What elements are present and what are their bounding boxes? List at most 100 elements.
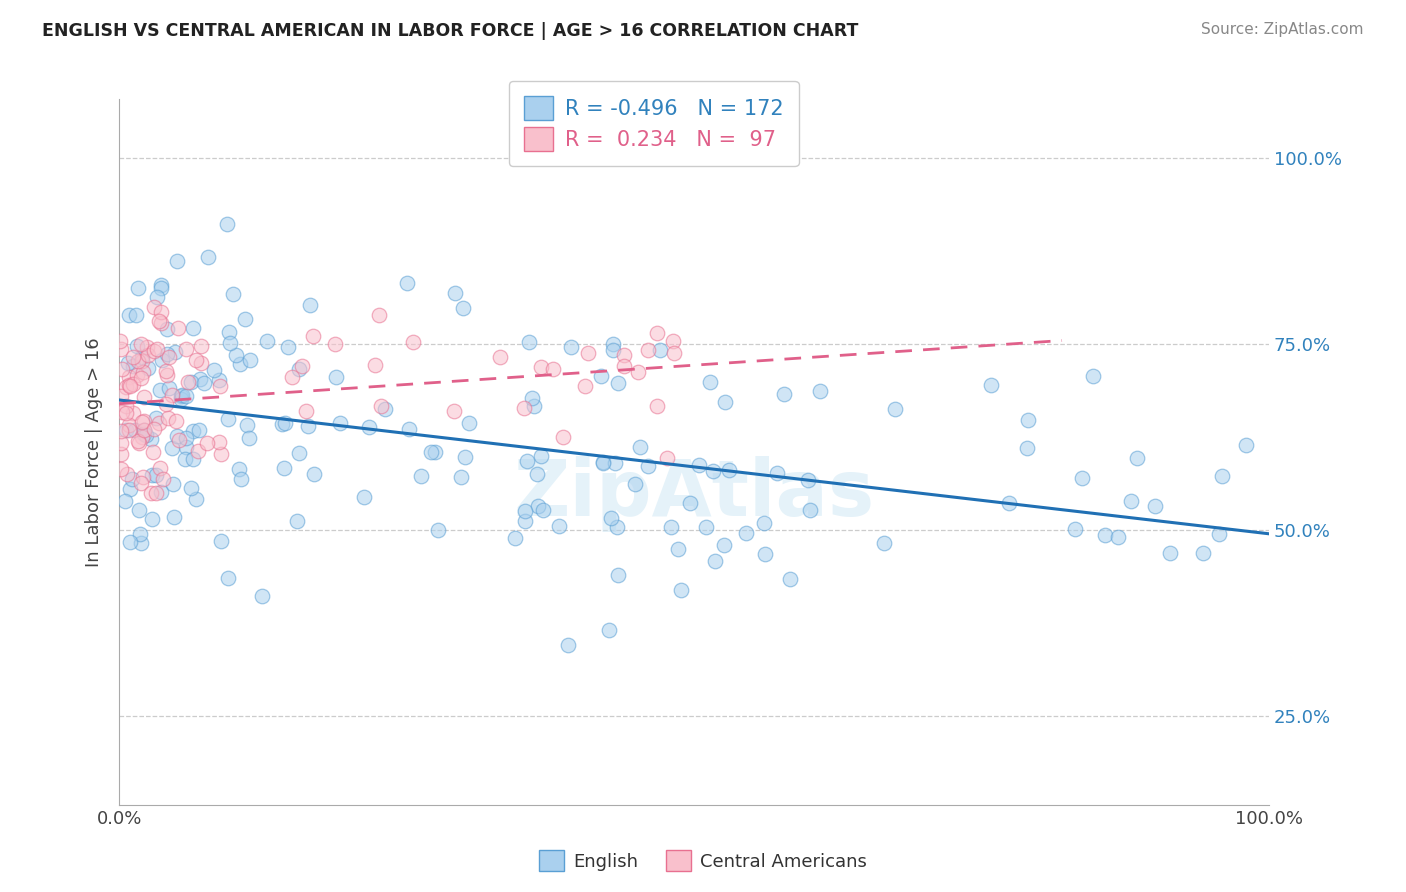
Point <box>118 308 141 322</box>
Point <box>131 354 153 368</box>
Point <box>156 411 179 425</box>
Point <box>678 496 700 510</box>
Point <box>114 406 136 420</box>
Point <box>217 217 239 231</box>
Point <box>592 455 614 469</box>
Point <box>209 534 232 549</box>
Point <box>325 370 347 384</box>
Point <box>287 514 309 528</box>
Point <box>128 503 150 517</box>
Point <box>274 416 297 430</box>
Point <box>513 504 536 518</box>
Point <box>184 352 207 367</box>
Point <box>450 469 472 483</box>
Point <box>1126 450 1149 465</box>
Point <box>170 392 193 406</box>
Point <box>145 468 167 483</box>
Point <box>1017 442 1039 456</box>
Point <box>302 467 325 481</box>
Point <box>589 369 612 384</box>
Point <box>229 357 252 371</box>
Point <box>655 451 678 466</box>
Point <box>669 582 692 597</box>
Point <box>121 377 143 392</box>
Point <box>197 251 219 265</box>
Point <box>239 353 262 368</box>
Point <box>181 452 204 467</box>
Point <box>166 429 188 443</box>
Point <box>637 343 659 357</box>
Point <box>637 459 659 474</box>
Point <box>606 567 628 582</box>
Point <box>277 340 299 354</box>
Point <box>110 447 132 461</box>
Point <box>129 535 152 549</box>
Point <box>297 418 319 433</box>
Point <box>166 320 188 334</box>
Point <box>148 461 170 475</box>
Point <box>1107 530 1129 544</box>
Point <box>256 334 278 348</box>
Point <box>181 424 204 438</box>
Point <box>150 484 173 499</box>
Point <box>650 343 672 357</box>
Point <box>222 287 245 301</box>
Point <box>193 376 215 390</box>
Point <box>141 486 163 500</box>
Point <box>152 472 174 486</box>
Point <box>606 520 628 534</box>
Point <box>238 431 260 445</box>
Point <box>155 368 177 382</box>
Point <box>612 359 634 374</box>
Point <box>522 391 544 405</box>
Point <box>325 337 347 351</box>
Point <box>208 378 231 392</box>
Point <box>145 486 167 500</box>
Point <box>132 423 155 437</box>
Point <box>156 347 179 361</box>
Point <box>298 298 321 312</box>
Point <box>146 289 169 303</box>
Point <box>156 322 179 336</box>
Point <box>530 449 553 463</box>
Point <box>419 445 441 459</box>
Point <box>139 432 162 446</box>
Point <box>114 494 136 508</box>
Point <box>576 346 599 360</box>
Point <box>122 359 145 373</box>
Point <box>626 366 648 380</box>
Y-axis label: In Labor Force | Age > 16: In Labor Force | Age > 16 <box>86 337 103 566</box>
Point <box>367 309 389 323</box>
Point <box>169 433 191 447</box>
Point <box>157 350 180 364</box>
Point <box>1208 527 1230 541</box>
Point <box>127 281 149 295</box>
Point <box>754 547 776 561</box>
Point <box>131 415 153 429</box>
Point <box>443 404 465 418</box>
Point <box>288 361 311 376</box>
Point <box>603 456 626 470</box>
Point <box>111 362 134 376</box>
Point <box>250 589 273 603</box>
Point <box>149 305 172 319</box>
Point <box>599 511 621 525</box>
Point <box>187 444 209 458</box>
Point <box>553 430 575 444</box>
Point <box>174 451 197 466</box>
Point <box>295 404 318 418</box>
Point <box>592 456 614 470</box>
Point <box>364 358 387 372</box>
Text: ZipAtlas: ZipAtlas <box>513 457 875 533</box>
Point <box>141 467 163 482</box>
Point <box>531 503 554 517</box>
Point <box>217 570 239 584</box>
Point <box>505 531 527 545</box>
Point <box>135 428 157 442</box>
Point <box>235 417 257 432</box>
Point <box>179 481 201 495</box>
Point <box>181 321 204 335</box>
Point <box>1234 437 1257 451</box>
Point <box>1144 499 1167 513</box>
Point <box>120 534 142 549</box>
